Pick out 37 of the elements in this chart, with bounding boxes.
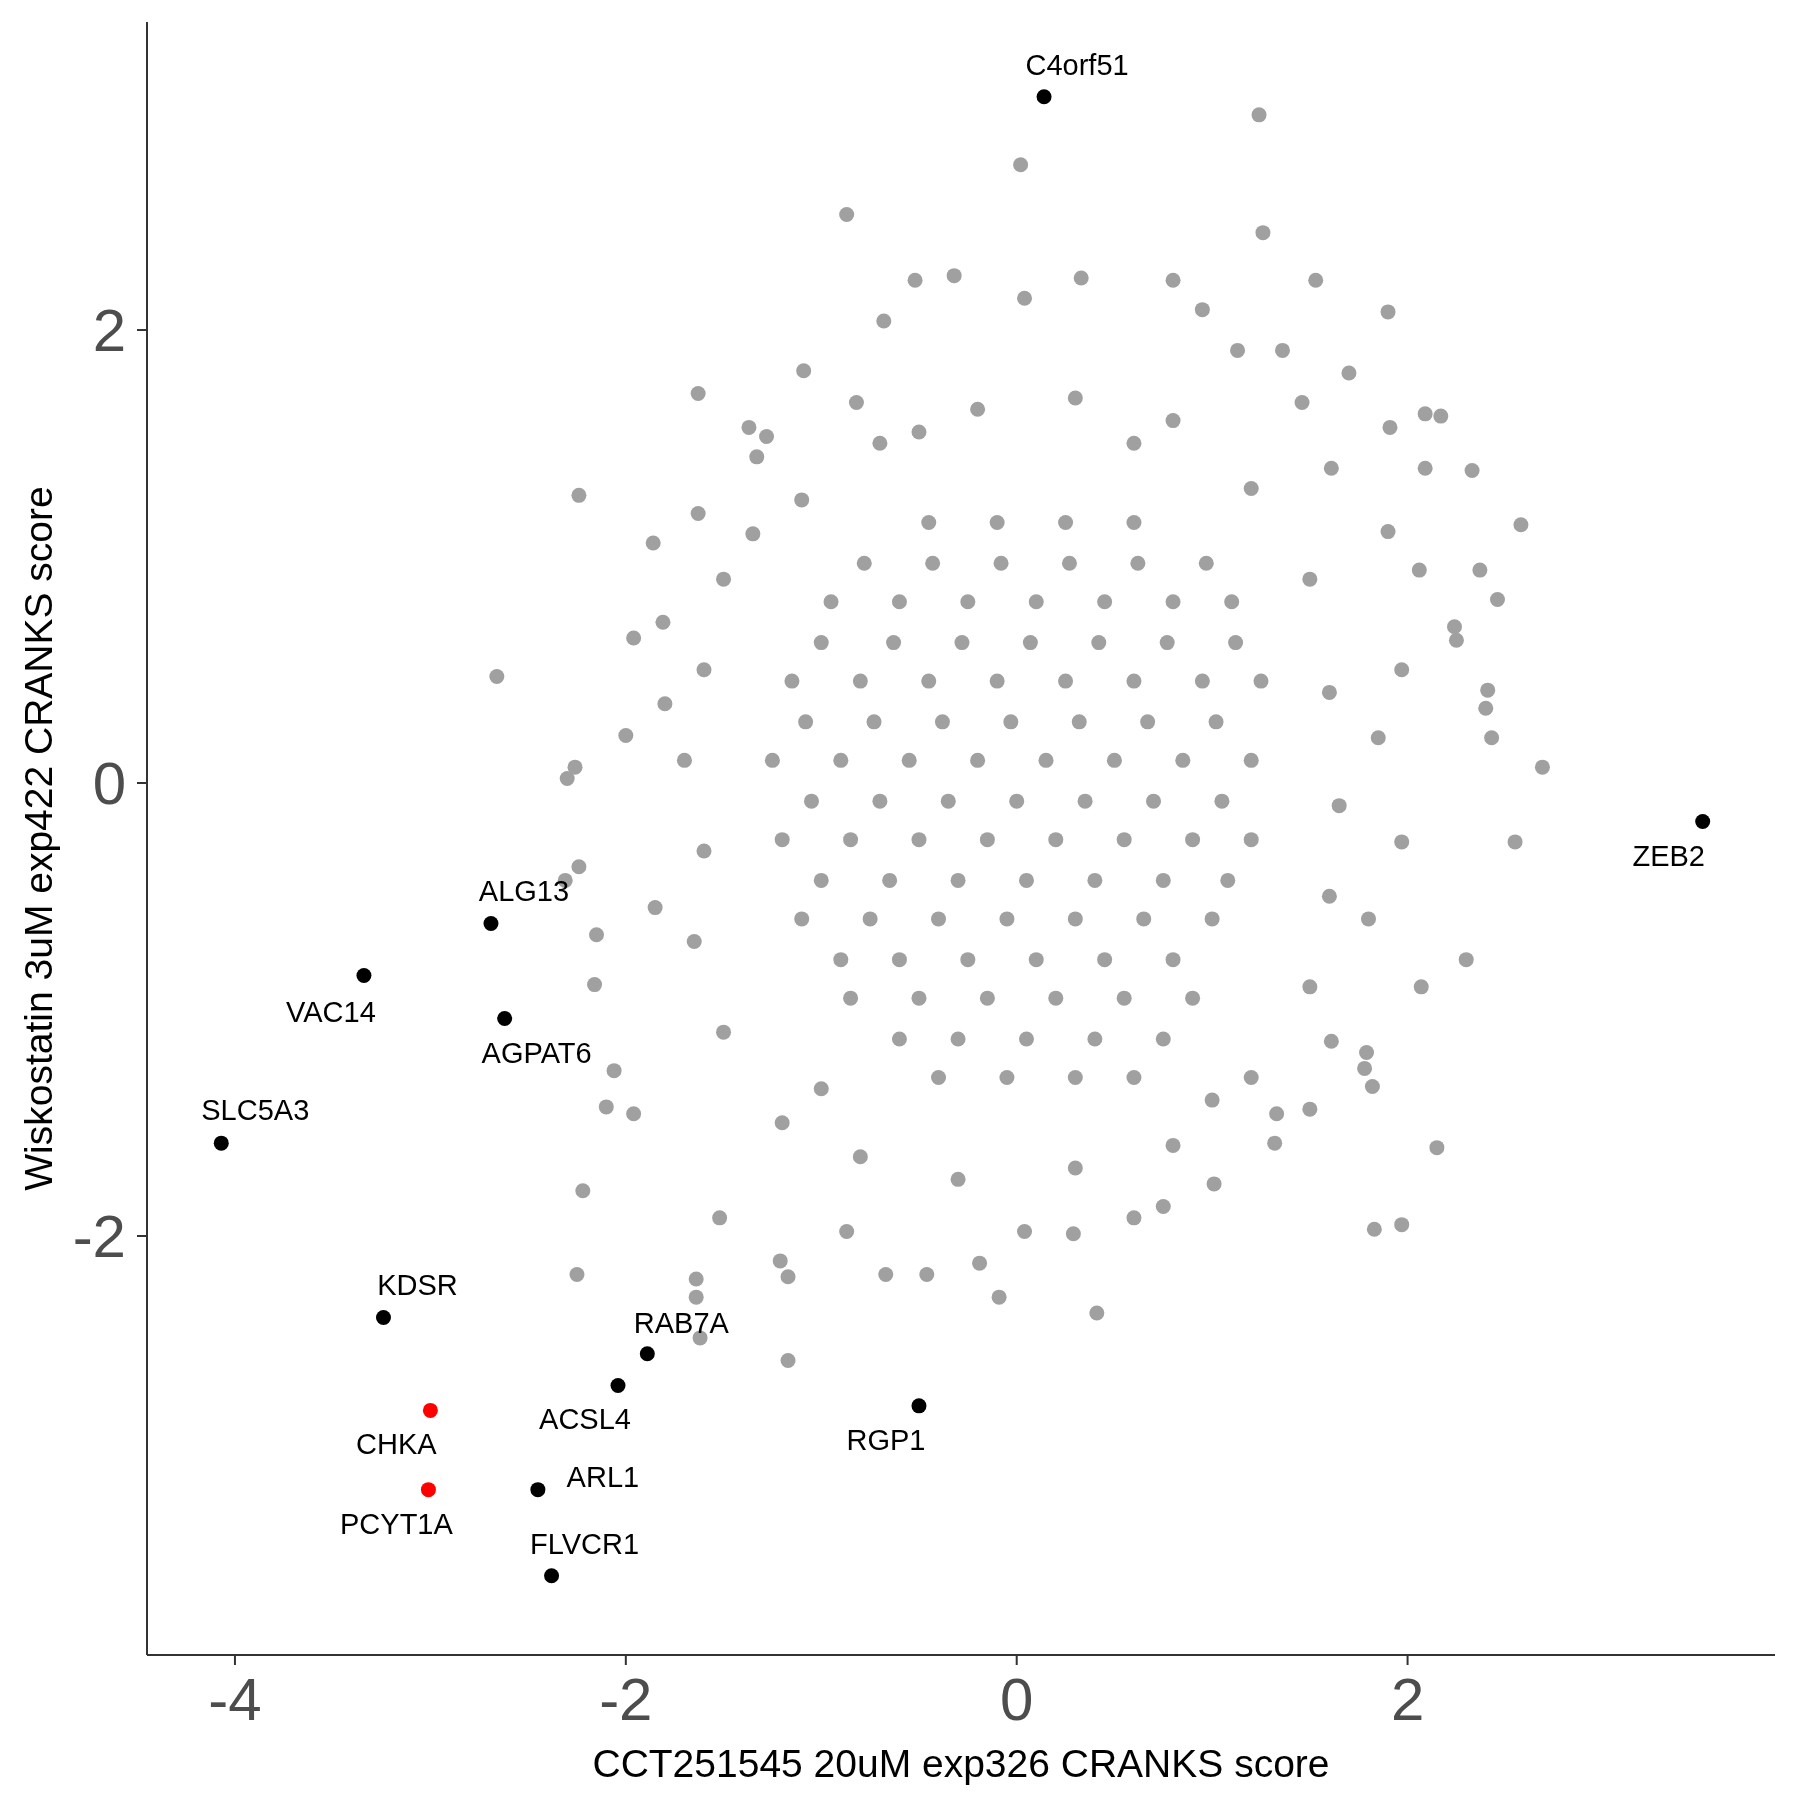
annotation: RGP1 [846, 1423, 926, 1456]
y-tick-label: -2 [72, 1203, 126, 1271]
point [422, 1402, 438, 1418]
y-axis-title: Wiskostatin 3uM exp422 CRANKS score [17, 486, 60, 1191]
x-tick-label: 0 [1000, 1665, 1034, 1733]
x-tick-label: -4 [208, 1665, 262, 1733]
annotation: RAB7A [633, 1306, 730, 1339]
annotation: KDSR [377, 1268, 458, 1301]
x-tick-label: 2 [1390, 1665, 1425, 1733]
annotation: SLC5A3 [201, 1094, 310, 1127]
point [213, 1135, 229, 1151]
annotation: ZEB2 [1632, 839, 1705, 872]
annotation: FLVCR1 [530, 1527, 640, 1560]
y-tick-label: 0 [92, 750, 126, 818]
annotation: ARL1 [566, 1460, 640, 1493]
y-tick-label: 2 [92, 297, 126, 365]
annotation: ALG13 [478, 875, 570, 908]
point [356, 968, 372, 984]
annotation: ACSL4 [539, 1403, 631, 1436]
annotation: PCYT1A [340, 1507, 454, 1540]
point [1695, 814, 1711, 830]
x-tick-label: -2 [599, 1665, 653, 1733]
point [639, 1346, 655, 1362]
point [1036, 89, 1052, 105]
annotation: VAC14 [286, 995, 376, 1028]
point [375, 1310, 391, 1326]
annotation: C4orf51 [1025, 48, 1129, 81]
x-axis-title: CCT251545 20uM exp326 CRANKS score [592, 1742, 1330, 1785]
point [420, 1482, 436, 1498]
point [544, 1568, 560, 1584]
annotation: AGPAT6 [481, 1036, 592, 1069]
point [610, 1377, 626, 1393]
point [530, 1482, 546, 1498]
annotation: CHKA [356, 1428, 438, 1461]
point [483, 915, 499, 931]
point [911, 1398, 927, 1414]
point [497, 1011, 513, 1027]
